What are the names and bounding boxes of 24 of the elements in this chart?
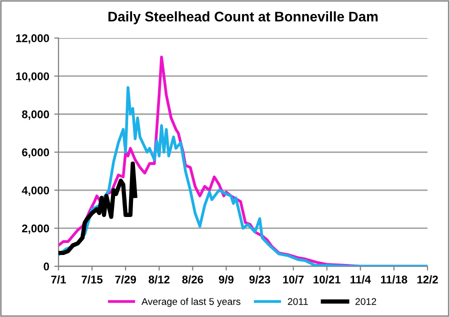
y-tick-label: 0 [44,262,50,270]
y-tick-label: 4,000 [22,186,50,196]
x-tick-label: 10/21 [314,275,340,284]
x-tick-label: 9/23 [249,275,270,284]
line-series [58,161,138,256]
x-tick-label: 11/4 [350,275,371,284]
x-tick-label: 9/9 [218,275,234,284]
x-tick-label: 7/1 [51,275,66,284]
x-tick-label: 8/12 [148,275,170,284]
legend-label: Average of last 5 years [142,298,240,307]
x-tick-label: 11/18 [381,275,408,284]
y-tick-label: 12,000 [16,34,50,44]
x-tick-label: 7/15 [82,275,103,284]
x-tick-label: 7/29 [115,275,136,284]
x-tick-label: 8/26 [182,275,204,284]
legend-label: 2012 [355,298,376,305]
y-tick-label: 6,000 [22,148,50,158]
y-tick-label: 10,000 [16,72,50,82]
y-tick-label: 2,000 [22,224,50,234]
chart-title: Daily Steelhead Count at Bonneville Dam [108,11,378,24]
legend-label: 2011 [288,298,308,305]
y-tick-label: 8,000 [22,110,50,120]
x-tick-label: 12/2 [417,275,438,284]
x-tick-label: 10/7 [283,275,304,284]
